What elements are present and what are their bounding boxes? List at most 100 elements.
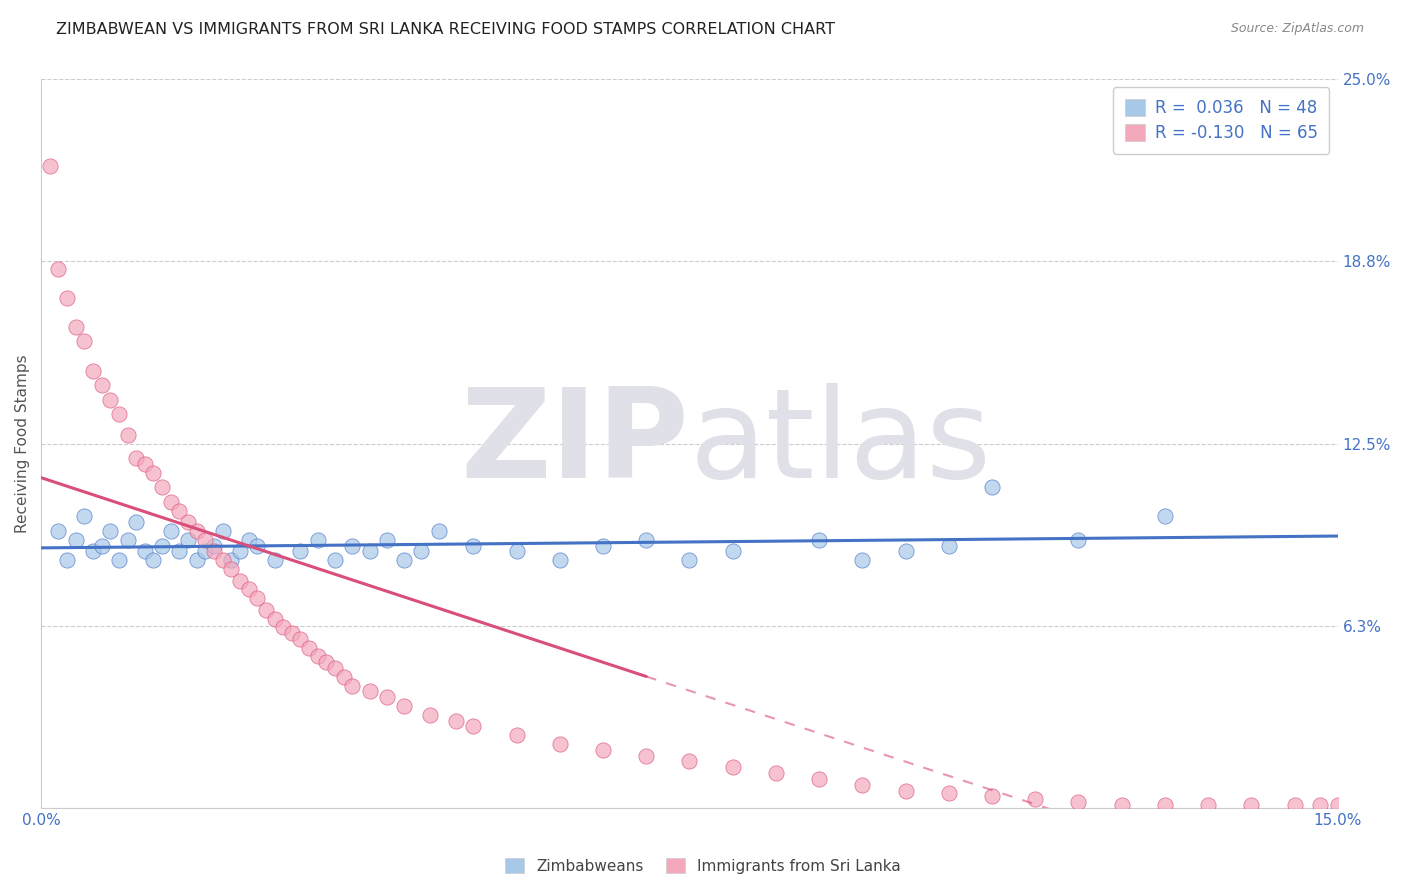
Point	[938, 787, 960, 801]
Point	[678, 755, 700, 769]
Point	[108, 553, 131, 567]
Y-axis label: Receiving Food Stamps: Receiving Food Stamps	[15, 354, 30, 533]
Text: ZIMBABWEAN VS IMMIGRANTS FROM SRI LANKA RECEIVING FOOD STAMPS CORRELATION CHART: ZIMBABWEAN VS IMMIGRANTS FROM SRI LANKA …	[56, 22, 835, 37]
Text: atlas: atlas	[689, 383, 991, 504]
Point	[117, 533, 139, 547]
Point	[342, 679, 364, 693]
Point	[48, 524, 70, 538]
Point	[48, 261, 70, 276]
Point	[1309, 798, 1331, 813]
Point	[359, 684, 381, 698]
Legend: R =  0.036   N = 48, R = -0.130   N = 65: R = 0.036 N = 48, R = -0.130 N = 65	[1114, 87, 1330, 153]
Point	[1154, 509, 1177, 524]
Point	[678, 553, 700, 567]
Point	[505, 544, 527, 558]
Point	[636, 533, 658, 547]
Point	[1067, 795, 1090, 809]
Point	[765, 766, 787, 780]
Point	[808, 533, 831, 547]
Legend: Zimbabweans, Immigrants from Sri Lanka: Zimbabweans, Immigrants from Sri Lanka	[499, 852, 907, 880]
Point	[1284, 798, 1306, 813]
Point	[134, 457, 156, 471]
Point	[219, 562, 242, 576]
Point	[134, 544, 156, 558]
Point	[98, 392, 121, 407]
Point	[392, 553, 415, 567]
Point	[56, 291, 79, 305]
Point	[981, 789, 1004, 804]
Point	[125, 451, 148, 466]
Point	[186, 524, 208, 538]
Point	[392, 698, 415, 713]
Point	[1369, 798, 1392, 813]
Point	[281, 626, 304, 640]
Point	[463, 719, 485, 733]
Point	[808, 772, 831, 786]
Point	[323, 553, 346, 567]
Point	[548, 553, 571, 567]
Point	[238, 533, 260, 547]
Point	[938, 539, 960, 553]
Point	[375, 690, 398, 705]
Point	[1240, 798, 1263, 813]
Point	[548, 737, 571, 751]
Point	[98, 524, 121, 538]
Point	[211, 553, 233, 567]
Point	[142, 553, 165, 567]
Point	[125, 516, 148, 530]
Point	[108, 408, 131, 422]
Point	[177, 516, 200, 530]
Point	[419, 707, 441, 722]
Point	[90, 539, 112, 553]
Point	[307, 533, 329, 547]
Point	[38, 160, 60, 174]
Point	[229, 544, 252, 558]
Point	[65, 319, 87, 334]
Point	[721, 760, 744, 774]
Point	[411, 544, 433, 558]
Point	[219, 553, 242, 567]
Point	[894, 783, 917, 797]
Point	[1344, 798, 1367, 813]
Point	[851, 553, 873, 567]
Point	[894, 544, 917, 558]
Point	[1024, 792, 1046, 806]
Point	[254, 603, 277, 617]
Point	[73, 509, 96, 524]
Point	[1197, 798, 1219, 813]
Point	[142, 466, 165, 480]
Point	[159, 495, 181, 509]
Point	[263, 611, 285, 625]
Point	[150, 539, 173, 553]
Point	[323, 661, 346, 675]
Point	[981, 480, 1004, 494]
Point	[851, 778, 873, 792]
Point	[194, 544, 217, 558]
Point	[169, 503, 191, 517]
Point	[307, 649, 329, 664]
Point	[202, 539, 225, 553]
Point	[592, 743, 614, 757]
Point	[636, 748, 658, 763]
Point	[298, 640, 321, 655]
Point	[211, 524, 233, 538]
Point	[186, 553, 208, 567]
Point	[117, 427, 139, 442]
Point	[229, 574, 252, 588]
Point	[82, 363, 104, 377]
Point	[90, 378, 112, 392]
Point	[246, 539, 269, 553]
Point	[177, 533, 200, 547]
Point	[592, 539, 614, 553]
Text: Source: ZipAtlas.com: Source: ZipAtlas.com	[1230, 22, 1364, 36]
Point	[290, 544, 312, 558]
Point	[721, 544, 744, 558]
Point	[169, 544, 191, 558]
Point	[150, 480, 173, 494]
Point	[238, 582, 260, 597]
Point	[194, 533, 217, 547]
Point	[1326, 798, 1348, 813]
Point	[505, 728, 527, 742]
Point	[73, 334, 96, 349]
Point	[427, 524, 450, 538]
